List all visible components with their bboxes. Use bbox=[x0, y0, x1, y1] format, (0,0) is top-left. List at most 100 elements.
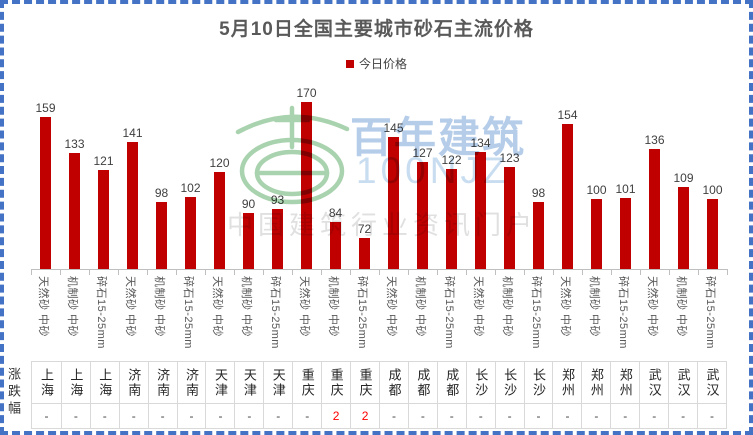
table-change-cell: - bbox=[610, 404, 639, 428]
table-change-cell: - bbox=[668, 404, 697, 428]
bar-value-label: 136 bbox=[644, 133, 665, 147]
x-axis-category-label: 碎石15-25mm bbox=[355, 276, 368, 349]
bar bbox=[156, 202, 167, 269]
table-city-cell: 长沙 bbox=[523, 362, 553, 404]
city-name: 上海 bbox=[68, 367, 84, 398]
table-city-cell: 成都 bbox=[436, 362, 466, 404]
bar bbox=[620, 198, 631, 269]
x-axis-tick bbox=[640, 269, 641, 275]
table-city-cell: 郑州 bbox=[610, 362, 640, 404]
x-axis-tick bbox=[234, 269, 235, 275]
city-name: 郑州 bbox=[559, 367, 575, 398]
bar-value-label: 109 bbox=[673, 171, 694, 185]
table-city-cell: 武汉 bbox=[668, 362, 698, 404]
x-axis-tick bbox=[379, 269, 380, 275]
bar bbox=[533, 202, 544, 269]
bar bbox=[301, 102, 312, 269]
x-axis-tick bbox=[350, 269, 351, 275]
bar-value-label: 159 bbox=[35, 101, 56, 115]
city-name: 成都 bbox=[444, 367, 460, 398]
change-value: 2 bbox=[332, 409, 340, 423]
x-axis-category-label: 碎石15-25mm bbox=[94, 276, 107, 349]
bar-value-label: 123 bbox=[499, 151, 520, 165]
legend-label: 今日价格 bbox=[358, 57, 407, 71]
bar-value-label: 122 bbox=[441, 153, 462, 167]
table-city-cell: 成都 bbox=[378, 362, 408, 404]
change-value: - bbox=[160, 409, 165, 423]
price-change-table: 上海 上海 上海 济南 济南 济南 天津 天津 天津 重庆 重庆 重庆 成都 成都 成都 长沙 长沙 长沙 郑州 郑州… bbox=[31, 361, 727, 429]
x-axis-category-label: 机制砂 中砂 bbox=[413, 276, 426, 338]
x-axis-category-label: 天然砂 中砂 bbox=[384, 276, 397, 338]
city-name: 长沙 bbox=[502, 367, 518, 398]
table-change-cell: - bbox=[32, 404, 61, 428]
city-name: 济南 bbox=[126, 367, 142, 398]
table-city-cell: 郑州 bbox=[552, 362, 582, 404]
bar bbox=[40, 117, 51, 269]
x-axis-category-label: 碎石15-25mm bbox=[268, 276, 281, 349]
x-axis-tick bbox=[118, 269, 119, 275]
change-value: - bbox=[189, 409, 194, 423]
x-axis-category-label: 天然砂 中砂 bbox=[123, 276, 136, 338]
bar-value-label: 72 bbox=[357, 222, 372, 236]
bar-value-label: 100 bbox=[702, 183, 723, 197]
bar-value-label: 121 bbox=[93, 154, 114, 168]
table-city-cell: 武汉 bbox=[697, 362, 726, 404]
city-name: 郑州 bbox=[617, 367, 633, 398]
change-value: - bbox=[305, 409, 310, 423]
table-city-cell: 郑州 bbox=[581, 362, 611, 404]
table-city-cell: 天津 bbox=[205, 362, 235, 404]
bar bbox=[98, 170, 109, 269]
table-change-cell: - bbox=[697, 404, 726, 428]
table-city-cell: 天津 bbox=[263, 362, 293, 404]
bar bbox=[678, 187, 689, 269]
change-value: - bbox=[247, 409, 252, 423]
bar bbox=[562, 124, 573, 269]
city-name: 天津 bbox=[270, 367, 286, 398]
table-change-cell: - bbox=[552, 404, 581, 428]
change-value: - bbox=[420, 409, 425, 423]
bar-value-label: 102 bbox=[180, 181, 201, 195]
table-change-cell: - bbox=[292, 404, 321, 428]
x-axis-category-label: 天然砂 中砂 bbox=[36, 276, 49, 338]
x-axis-tick bbox=[89, 269, 90, 275]
bar-value-label: 98 bbox=[531, 186, 546, 200]
bar-value-label: 84 bbox=[328, 206, 343, 220]
change-value: - bbox=[276, 409, 281, 423]
x-axis-category-label: 机制砂 中砂 bbox=[500, 276, 513, 338]
city-name: 天津 bbox=[212, 367, 228, 398]
x-axis-tick bbox=[292, 269, 293, 275]
legend: 今日价格 bbox=[0, 55, 753, 72]
table-change-cell: - bbox=[581, 404, 610, 428]
table-change-cell: - bbox=[523, 404, 553, 428]
bar bbox=[185, 197, 196, 269]
bar bbox=[127, 142, 138, 269]
x-axis-tick bbox=[321, 269, 322, 275]
x-axis-tick bbox=[466, 269, 467, 275]
x-axis-tick bbox=[60, 269, 61, 275]
city-name: 重庆 bbox=[357, 367, 373, 398]
table-change-cell: 2 bbox=[350, 404, 379, 428]
change-value: - bbox=[681, 409, 686, 423]
city-name: 武汉 bbox=[646, 367, 662, 398]
bar-value-label: 141 bbox=[122, 126, 143, 140]
change-value: - bbox=[710, 409, 715, 423]
city-name: 济南 bbox=[155, 367, 171, 398]
table-city-cell: 成都 bbox=[407, 362, 437, 404]
x-axis-category-label: 天然砂 中砂 bbox=[558, 276, 571, 338]
x-axis-tick bbox=[437, 269, 438, 275]
table-city-cell: 重庆 bbox=[292, 362, 322, 404]
city-name: 长沙 bbox=[531, 367, 547, 398]
bar bbox=[330, 222, 341, 269]
city-name: 重庆 bbox=[328, 367, 344, 398]
x-axis-category-label: 机制砂 中砂 bbox=[65, 276, 78, 338]
change-value: - bbox=[565, 409, 570, 423]
x-axis-category-label: 天然砂 中砂 bbox=[210, 276, 223, 338]
x-axis-tick bbox=[495, 269, 496, 275]
bar bbox=[707, 199, 718, 269]
change-value: - bbox=[449, 409, 454, 423]
change-value: - bbox=[594, 409, 599, 423]
bar bbox=[591, 199, 602, 269]
x-axis-category-label: 机制砂 中砂 bbox=[326, 276, 339, 338]
table-city-cell: 长沙 bbox=[494, 362, 524, 404]
x-axis-category-label: 碎石15-25mm bbox=[703, 276, 716, 349]
